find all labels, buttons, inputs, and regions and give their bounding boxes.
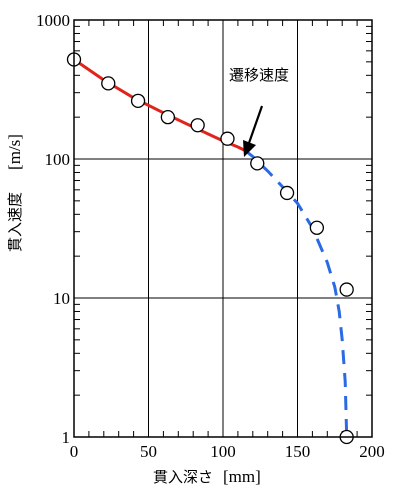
marker-series (66, 52, 354, 445)
y-tick-label: 100 (45, 150, 71, 169)
y-tick-labels: 1 10 100 1000 (36, 11, 70, 447)
y-axis-title: 貫入速度 (6, 192, 24, 252)
data-point-marker (339, 282, 354, 297)
annotation-transition-speed: 遷移速度 (229, 66, 289, 84)
y-tick-label: 1000 (36, 11, 70, 30)
data-point-marker (130, 93, 146, 109)
annotation-arrow-shaft (247, 105, 264, 144)
data-point-marker (309, 220, 325, 235)
y-tick-label: 10 (53, 289, 70, 308)
x-axis-title: 貫入深さ (153, 468, 213, 486)
minor-ticks (74, 20, 372, 437)
data-point-marker (160, 110, 176, 125)
x-tick-label: 150 (285, 442, 311, 461)
x-tick-labels: 0 50 100 150 200 (70, 442, 385, 461)
data-point-marker (220, 131, 235, 146)
data-point-marker (279, 185, 295, 201)
x-tick-label: 200 (359, 442, 385, 461)
x-tick-label: 100 (210, 442, 236, 461)
grid-lines (74, 20, 372, 437)
y-axis-unit: [m/s] (5, 134, 24, 170)
y-tick-label: 1 (62, 428, 71, 447)
annotation-arrow-head (243, 140, 256, 157)
data-point-marker (190, 118, 205, 133)
data-point-marker (250, 156, 265, 171)
plot-frame (73, 19, 373, 438)
x-axis-unit: [mm] (223, 467, 261, 486)
x-tick-label: 50 (140, 442, 157, 461)
x-tick-label: 0 (70, 442, 79, 461)
data-point-marker (101, 76, 116, 91)
